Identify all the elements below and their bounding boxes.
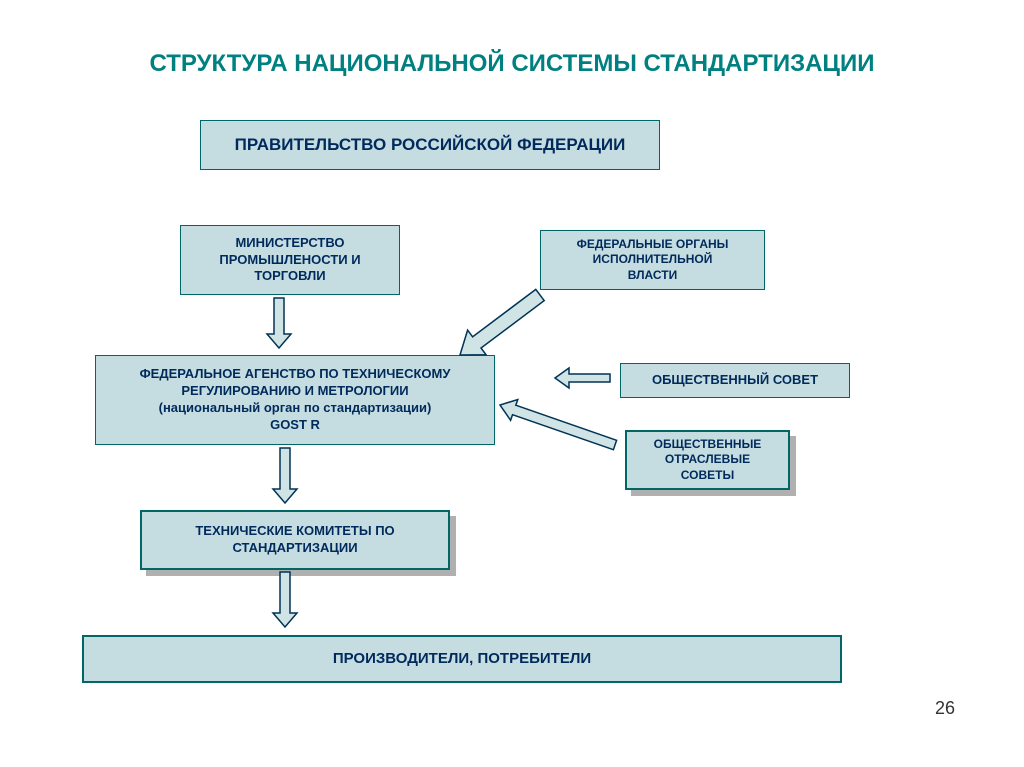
pubcouncil-to-agency (555, 368, 610, 388)
page-number: 26 (935, 698, 955, 719)
industry-to-agency (500, 400, 617, 450)
agency-to-tech (273, 448, 297, 503)
ministry-to-agency (267, 298, 291, 348)
fedexec-to-agency (460, 289, 544, 355)
tech-to-producers (273, 572, 297, 627)
arrows-layer (0, 0, 1024, 767)
